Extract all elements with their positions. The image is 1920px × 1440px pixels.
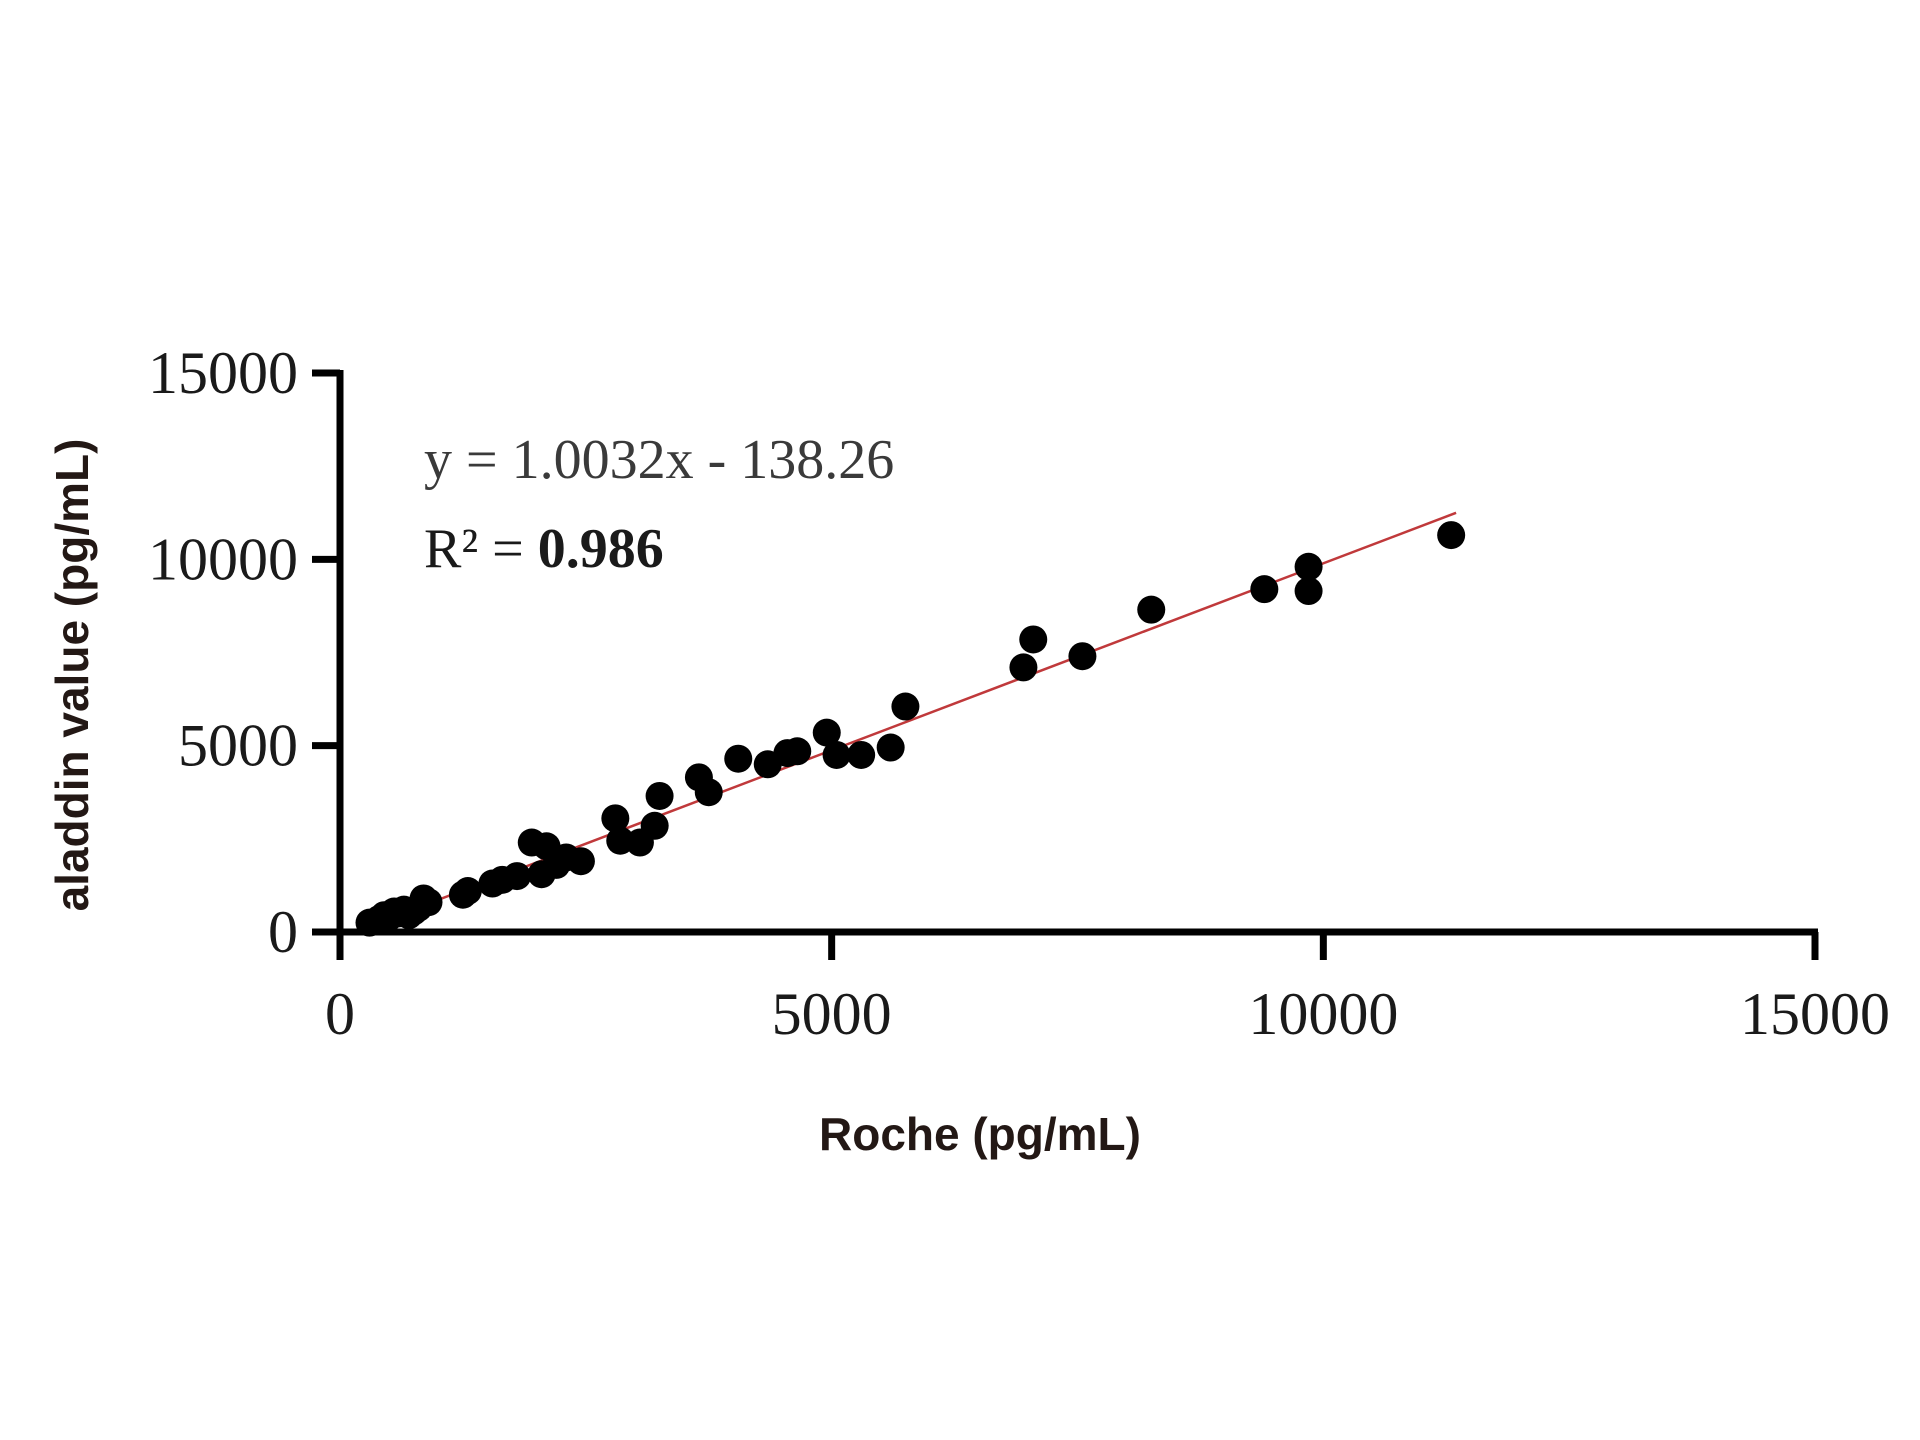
y-tick-label: 15000: [148, 340, 298, 406]
data-point: [601, 804, 630, 833]
axes-layer: [336, 370, 1818, 936]
data-point: [783, 737, 812, 766]
data-point: [1294, 552, 1323, 581]
x-tick-label: 10000: [1248, 981, 1398, 1047]
data-point: [566, 847, 595, 876]
data-point: [1437, 521, 1466, 550]
ticks-layer: 0 5000 10000 15000 0 5000 10000 15000: [148, 340, 1890, 1047]
data-point: [876, 733, 905, 762]
data-point: [1068, 642, 1097, 671]
data-point: [812, 718, 841, 747]
data-point: [822, 740, 851, 769]
r-squared-prefix: R² =: [424, 518, 538, 580]
x-tick-label: 5000: [772, 981, 892, 1047]
r-squared-annotation: R² = 0.986: [424, 518, 664, 580]
data-point: [414, 888, 443, 917]
data-point: [645, 781, 674, 810]
data-point: [847, 740, 876, 769]
data-point: [1009, 653, 1038, 682]
regression-equation: y = 1.0032x - 138.26: [424, 429, 894, 491]
data-point: [1294, 577, 1323, 606]
data-point: [891, 692, 920, 721]
data-point: [724, 744, 753, 773]
x-tick-label: 15000: [1740, 981, 1890, 1047]
y-tick-label: 0: [268, 899, 298, 965]
data-point: [503, 862, 531, 891]
x-axis-title: Roche (pg/mL): [819, 1108, 1141, 1160]
y-tick-label: 10000: [148, 526, 298, 592]
r-squared-value: 0.986: [538, 518, 664, 580]
y-axis-title: aladdin value (pg/mL): [46, 439, 98, 912]
data-points-layer: [355, 521, 1466, 937]
y-tick-label: 5000: [178, 713, 298, 779]
data-point: [1019, 625, 1048, 654]
data-point: [640, 811, 669, 840]
data-point: [1250, 575, 1279, 604]
data-point: [453, 877, 482, 906]
x-tick-label: 0: [325, 981, 355, 1047]
data-point: [1137, 595, 1166, 624]
data-point: [694, 778, 723, 807]
